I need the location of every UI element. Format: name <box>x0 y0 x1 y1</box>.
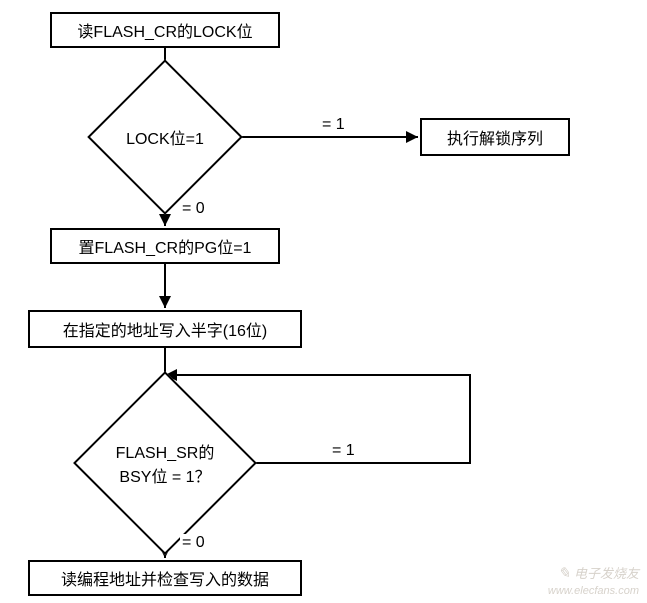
watermark: ✎ 电子发烧友 www.elecfans.com <box>548 566 639 597</box>
node-text: 在指定的地址写入半字(16位) <box>63 317 267 341</box>
flowchart-connectors <box>0 0 647 603</box>
edge-label-lock-0: = 0 <box>180 200 207 218</box>
decision-bsy-bit: FLASH_SR的BSY位 = 1？ <box>100 398 230 528</box>
process-set-pg: 置FLASH_CR的PG位=1 <box>50 228 280 264</box>
process-write-halfword: 在指定的地址写入半字(16位) <box>28 310 302 348</box>
watermark-logo-icon: ✎ <box>558 565 571 582</box>
edge-label-bsy-1: = 1 <box>330 442 357 460</box>
edge-label-bsy-0: = 0 <box>180 534 207 552</box>
process-read-lock: 读FLASH_CR的LOCK位 <box>50 12 280 48</box>
node-text: 置FLASH_CR的PG位=1 <box>79 234 252 258</box>
node-text: FLASH_SR的BSY位 = 1？ <box>116 445 215 486</box>
process-unlock-sequence: 执行解锁序列 <box>420 118 570 156</box>
decision-lock-bit: LOCK位=1 <box>110 82 220 192</box>
node-text: 读编程地址并检查写入的数据 <box>61 566 269 590</box>
node-text: 执行解锁序列 <box>447 125 543 149</box>
edge-label-lock-1: = 1 <box>320 116 347 134</box>
node-text: 读FLASH_CR的LOCK位 <box>77 18 252 42</box>
process-verify-write: 读编程地址并检查写入的数据 <box>28 560 302 596</box>
node-text: LOCK位=1 <box>126 131 204 148</box>
